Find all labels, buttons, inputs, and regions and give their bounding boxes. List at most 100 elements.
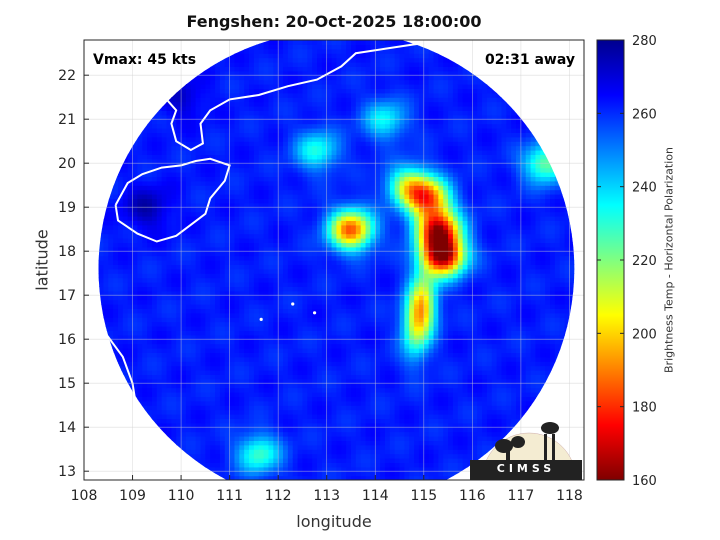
tb-cell <box>249 475 255 480</box>
tb-cell <box>185 101 192 107</box>
tb-cell <box>326 299 333 305</box>
tb-cell <box>346 392 352 397</box>
tb-cell <box>370 458 376 463</box>
tb-cell <box>360 224 367 230</box>
tb-cell <box>185 352 192 358</box>
tb-cell <box>249 119 255 125</box>
tb-cell <box>350 436 357 441</box>
tb-cell <box>317 57 323 63</box>
tb-cell <box>326 414 333 419</box>
tb-cell <box>350 106 357 111</box>
tb-cell <box>355 462 362 468</box>
tb-cell <box>273 326 279 331</box>
tb-cell <box>205 326 211 331</box>
tb-cell <box>326 128 333 133</box>
tb-cell <box>108 264 114 270</box>
tb-cell <box>326 475 333 480</box>
tb-cell <box>350 273 357 279</box>
tb-cell <box>317 422 323 428</box>
tb-cell <box>341 453 347 459</box>
tb-cell <box>234 462 240 468</box>
tb-cell <box>268 62 274 67</box>
tb-cell <box>365 295 371 301</box>
tb-cell <box>229 114 236 120</box>
tb-cell <box>365 62 371 67</box>
tb-cell <box>205 123 211 129</box>
tb-cell <box>244 348 250 353</box>
tb-cell <box>360 40 367 45</box>
tb-cell <box>307 238 313 243</box>
tb-cell <box>278 185 284 191</box>
tb-cell <box>331 330 338 336</box>
tb-cell <box>350 220 357 226</box>
tb-cell <box>137 273 143 279</box>
tb-cell <box>341 242 347 248</box>
tb-cell <box>205 330 211 336</box>
tb-cell <box>283 211 289 217</box>
tb-cell <box>278 436 284 441</box>
tb-cell <box>283 286 289 292</box>
tb-cell <box>355 119 362 125</box>
tb-cell <box>137 299 143 305</box>
tb-cell <box>219 224 226 230</box>
tb-cell <box>360 277 367 283</box>
tb-cell <box>224 396 231 402</box>
tb-cell <box>273 440 279 446</box>
tb-cell <box>132 246 138 252</box>
tb-cell <box>132 339 138 345</box>
tb-cell <box>210 462 216 468</box>
tb-cell <box>215 66 221 72</box>
tb-cell <box>147 260 153 265</box>
tb-cell <box>244 334 250 340</box>
tb-cell <box>312 378 318 384</box>
tb-cell <box>185 251 192 257</box>
tb-cell <box>370 356 376 362</box>
tb-cell <box>302 62 308 67</box>
tb-cell <box>117 348 124 353</box>
tb-cell <box>355 114 362 120</box>
tb-cell <box>283 224 289 230</box>
tb-cell <box>307 453 313 459</box>
tb-cell <box>350 475 357 480</box>
tb-cell <box>161 400 168 406</box>
tb-cell <box>297 268 304 274</box>
tb-cell <box>253 299 260 305</box>
tb-cell <box>249 106 255 111</box>
tb-cell <box>195 246 202 252</box>
tb-cell <box>181 246 187 252</box>
tb-cell <box>185 242 192 248</box>
tb-cell <box>268 365 274 371</box>
tb-cell <box>122 211 129 217</box>
tb-cell <box>113 308 119 314</box>
tb-cell <box>239 444 245 450</box>
tb-cell <box>147 356 153 362</box>
tb-cell <box>263 224 270 230</box>
tb-cell <box>307 308 313 314</box>
tb-cell <box>268 57 274 63</box>
tb-cell <box>244 383 250 389</box>
tb-cell <box>244 92 250 98</box>
tb-cell <box>215 141 221 147</box>
tb-cell <box>346 224 352 230</box>
tb-cell <box>350 251 357 257</box>
tb-cell <box>210 255 216 261</box>
tb-cell <box>113 268 119 274</box>
tb-cell <box>210 150 216 155</box>
tb-cell <box>302 466 308 472</box>
tb-cell <box>331 202 338 208</box>
tb-cell <box>321 211 328 217</box>
tb-cell <box>195 396 202 402</box>
tb-cell <box>331 119 338 125</box>
tb-cell <box>181 141 187 147</box>
tb-cell <box>137 220 143 226</box>
tb-cell <box>229 365 236 371</box>
tb-cell <box>234 277 240 283</box>
tb-cell <box>253 136 260 142</box>
tb-cell <box>205 312 211 318</box>
tb-cell <box>360 352 367 358</box>
tb-cell <box>195 220 202 226</box>
tb-cell <box>297 132 304 138</box>
tb-cell <box>190 114 197 120</box>
tb-cell <box>98 273 105 279</box>
tb-cell <box>244 75 250 81</box>
